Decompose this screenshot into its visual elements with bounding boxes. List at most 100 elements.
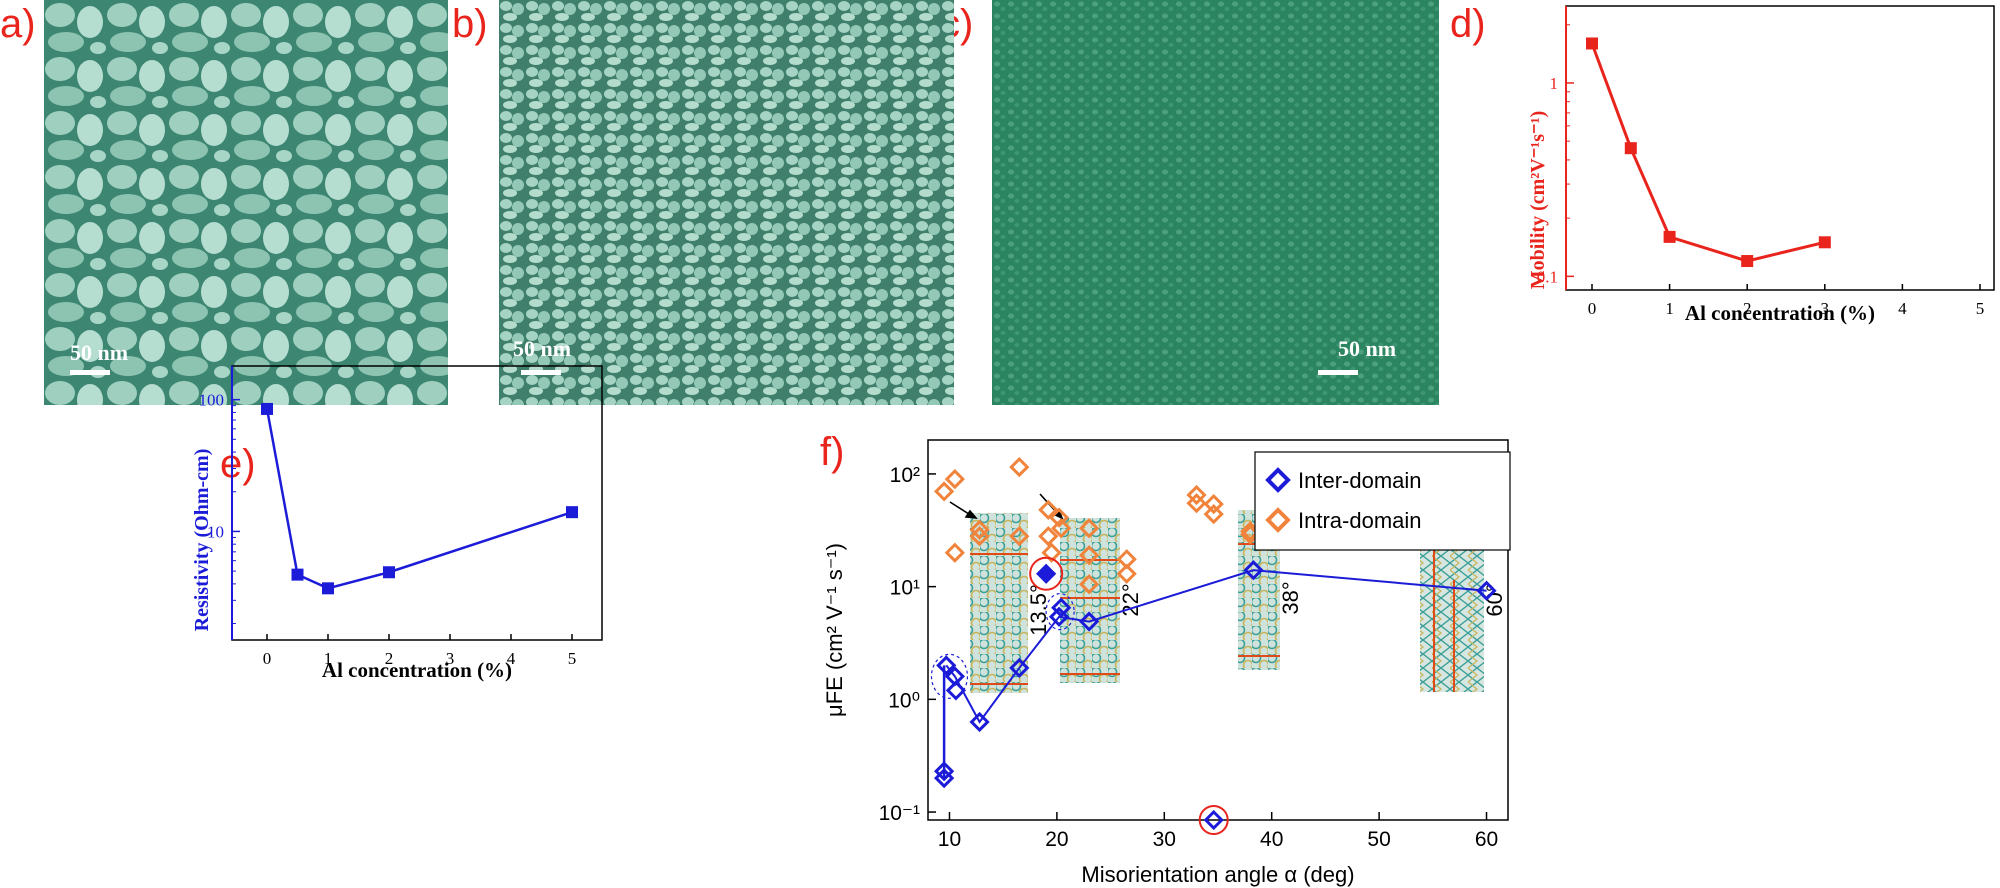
chart-f-intra-point xyxy=(944,468,965,490)
chart-f-inter-point xyxy=(1051,597,1072,618)
sem-image-c: 50 nm xyxy=(992,0,1439,405)
chart-f-group-circle xyxy=(1045,593,1075,631)
legend-inter-label: Inter-domain xyxy=(1298,468,1422,493)
chart-f-highlight-circle xyxy=(1198,805,1229,835)
chart-d-point xyxy=(1624,142,1637,155)
chart-e-ytick-label: 10 xyxy=(207,522,224,541)
chart-e-ylabel: Resistivity (Ohm-cm) xyxy=(191,449,213,632)
sem-image-a: 50 nm xyxy=(44,0,448,405)
scale-bar-b xyxy=(521,370,561,375)
chart-e-xtick-label: 2 xyxy=(385,649,394,668)
scale-label-c: 50 nm xyxy=(1338,336,1397,361)
chart-d-ytick-label: 0.1 xyxy=(1537,267,1558,286)
chart-f-intra-point xyxy=(1078,518,1100,539)
chart-f-intra-point xyxy=(933,481,955,502)
chart-f-group-circle xyxy=(930,653,969,699)
chart-d: Mobility (cm²V⁻¹s⁻¹) 0 1 2 3 4 5 0.1 1 Al conce… xyxy=(1527,5,1995,325)
chart-d-point xyxy=(1818,236,1831,249)
chart-f-intra-point xyxy=(1186,484,1207,506)
chart-f-inter-point xyxy=(945,680,967,701)
chart-e-frame xyxy=(231,365,603,641)
chart-f-intra-point xyxy=(1038,526,1059,547)
panel-f-letter: f) xyxy=(820,430,845,474)
panel-a-letter: a) xyxy=(0,2,36,46)
chart-f-intra-point xyxy=(944,542,965,563)
chart-f-xtick-label: 30 xyxy=(1153,828,1176,851)
chart-f-intra-point xyxy=(1186,493,1207,514)
chart-f-legend: Inter-domain Intra-domain xyxy=(1254,451,1511,551)
chart-f: μFE (cm² V⁻¹ s⁻¹) Misorientation angle α… xyxy=(822,439,1511,887)
legend-inter-marker xyxy=(1265,467,1291,493)
chart-f-intra-point xyxy=(1203,493,1224,515)
chart-f-xtick-label: 60 xyxy=(1475,828,1498,851)
chart-f-inter-point xyxy=(933,761,955,782)
chart-e-xtick-label: 1 xyxy=(324,649,333,668)
sem-image-b: 50 nm xyxy=(499,0,954,405)
chart-d-xtick-label: 1 xyxy=(1665,299,1674,318)
panel-b-letter: b) xyxy=(452,2,488,46)
chart-f-ytick-label: 10² xyxy=(890,464,920,487)
chart-f-intra-point xyxy=(1078,574,1100,595)
chart-f-intra-point xyxy=(1009,526,1030,547)
legend-intra-label: Intra-domain xyxy=(1298,508,1422,533)
chart-f-xlabel: Misorientation angle α (deg) xyxy=(1081,862,1354,887)
inset-label-38: 38° xyxy=(1278,581,1303,614)
chart-f-xtick-label: 50 xyxy=(1367,828,1390,851)
chart-e-xlabel: Al concentration (%) xyxy=(322,658,512,682)
chart-e-series-line xyxy=(265,408,573,590)
chart-e: Resistivity (Ohm-cm) 0 1 2 3 4 5 10 100 Al conc… xyxy=(191,365,603,682)
chart-e-point xyxy=(383,566,395,579)
chart-d-point xyxy=(1741,255,1754,268)
inset-22: 22° xyxy=(1060,518,1143,683)
chart-e-xtick-label: 3 xyxy=(446,649,455,668)
scale-bar-a xyxy=(70,370,110,375)
chart-f-intra-point xyxy=(969,519,990,540)
chart-f-intra-point xyxy=(969,526,990,547)
chart-d-ytick-label: 1 xyxy=(1550,74,1559,93)
chart-f-inter-point xyxy=(936,655,957,676)
panel-e-letter: e) xyxy=(220,442,256,486)
chart-f-intra-point xyxy=(1038,499,1059,520)
chart-f-inter-point xyxy=(1203,809,1224,831)
chart-f-ytick-label: 10⁻¹ xyxy=(879,802,920,825)
chart-e-point xyxy=(566,506,578,519)
chart-e-point xyxy=(261,402,273,415)
chart-e-xtick-label: 0 xyxy=(263,649,272,668)
chart-e-point xyxy=(291,568,304,581)
chart-d-xtick-label: 4 xyxy=(1898,299,1907,318)
panel-d-letter: d) xyxy=(1450,2,1486,46)
chart-f-intra-point xyxy=(1051,518,1072,539)
chart-d-xtick-label: 0 xyxy=(1588,299,1597,318)
chart-f-inter-point xyxy=(1009,657,1030,679)
chart-f-xtick-label: 20 xyxy=(1045,828,1068,851)
chart-f-intra-point xyxy=(1078,545,1100,566)
sem-texture-b xyxy=(499,0,954,405)
chart-f-inter-point xyxy=(1078,611,1100,632)
chart-f-intra-point xyxy=(1203,503,1224,525)
legend-intra-marker xyxy=(1265,507,1291,533)
chart-d-ylabel: Mobility (cm²V⁻¹s⁻¹) xyxy=(1527,111,1549,290)
chart-e-xtick-label: 4 xyxy=(507,649,516,668)
chart-f-xtick-label: 40 xyxy=(1260,828,1283,851)
chart-f-intra-point xyxy=(1048,507,1070,528)
chart-f-ylabel: μFE (cm² V⁻¹ s⁻¹) xyxy=(822,543,847,717)
chart-f-ytick-label: 10⁰ xyxy=(888,689,920,712)
chart-f-inter-point xyxy=(969,711,990,733)
chart-d-xtick-label: 2 xyxy=(1743,299,1752,318)
chart-f-inter-point xyxy=(1243,560,1264,581)
chart-f-inter-point xyxy=(1036,563,1057,584)
chart-d-xlabel: Al concentration (%) xyxy=(1685,301,1875,325)
chart-d-xtick-label: 5 xyxy=(1976,299,1985,318)
chart-f-highlight-circle xyxy=(1029,556,1064,591)
sem-texture-a xyxy=(44,0,448,405)
chart-f-intra-point xyxy=(1041,542,1062,563)
chart-e-xtick-label: 5 xyxy=(568,649,577,668)
chart-f-intra-point xyxy=(1009,456,1030,478)
chart-f-inter-point xyxy=(1476,580,1497,601)
chart-f-frame xyxy=(927,439,1509,821)
scale-label-b: 50 nm xyxy=(513,336,572,361)
scale-label-a: 50 nm xyxy=(70,340,129,365)
chart-f-intra-point xyxy=(1116,563,1137,584)
chart-e-ytick-label: 100 xyxy=(199,391,225,410)
sem-texture-c xyxy=(992,0,1439,405)
